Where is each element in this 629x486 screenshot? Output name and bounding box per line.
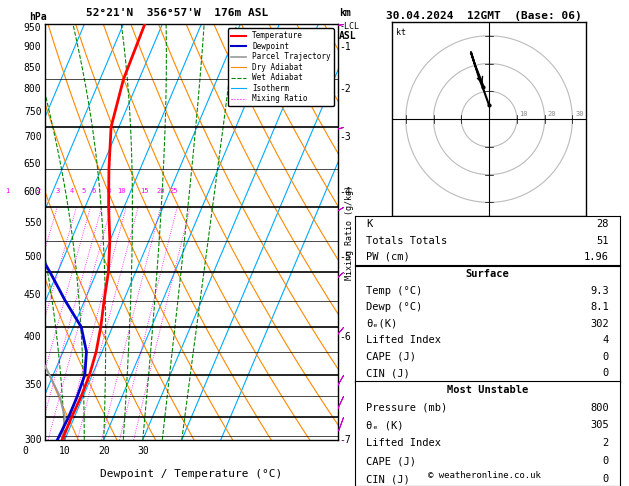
Text: 300: 300 — [24, 435, 42, 445]
Text: 400: 400 — [24, 332, 42, 342]
Text: -3: -3 — [339, 132, 351, 142]
Text: CAPE (J): CAPE (J) — [366, 456, 416, 467]
Text: 10: 10 — [520, 111, 528, 117]
Text: -6: -6 — [339, 332, 351, 342]
Text: 25: 25 — [170, 188, 179, 194]
Text: 350: 350 — [24, 380, 42, 390]
Text: 800: 800 — [590, 402, 609, 413]
Text: Most Unstable: Most Unstable — [447, 384, 528, 395]
Text: -4: -4 — [339, 187, 351, 197]
Text: 550: 550 — [24, 218, 42, 228]
Text: 30: 30 — [137, 446, 148, 456]
Text: 1: 1 — [4, 188, 9, 194]
Text: 850: 850 — [24, 63, 42, 73]
Text: 2: 2 — [36, 188, 40, 194]
Text: 0: 0 — [603, 474, 609, 485]
Text: © weatheronline.co.uk: © weatheronline.co.uk — [428, 471, 541, 480]
Text: 600: 600 — [24, 187, 42, 197]
Text: K: K — [366, 219, 372, 229]
Text: CAPE (J): CAPE (J) — [366, 352, 416, 362]
Text: 650: 650 — [24, 158, 42, 169]
Text: CIN (J): CIN (J) — [366, 474, 409, 485]
Text: 5: 5 — [82, 188, 86, 194]
Text: 3: 3 — [56, 188, 60, 194]
Text: Mixing Ratio (g/kg): Mixing Ratio (g/kg) — [345, 185, 354, 279]
Text: 20: 20 — [547, 111, 556, 117]
Text: hPa: hPa — [29, 12, 47, 22]
Text: 305: 305 — [590, 420, 609, 431]
Text: 700: 700 — [24, 132, 42, 142]
Text: -7: -7 — [339, 435, 351, 445]
Text: 750: 750 — [24, 107, 42, 118]
Text: -LCL: -LCL — [339, 22, 359, 31]
Text: Pressure (mb): Pressure (mb) — [366, 402, 447, 413]
Text: CIN (J): CIN (J) — [366, 368, 409, 378]
Text: PW (cm): PW (cm) — [366, 252, 409, 262]
Text: 10: 10 — [117, 188, 125, 194]
Text: km: km — [339, 8, 351, 18]
Text: 500: 500 — [24, 252, 42, 262]
Text: 30: 30 — [575, 111, 584, 117]
Text: 900: 900 — [24, 42, 42, 52]
Text: 0: 0 — [23, 446, 29, 456]
Text: 9.3: 9.3 — [590, 286, 609, 295]
Text: 0: 0 — [603, 456, 609, 467]
Text: 51: 51 — [596, 236, 609, 245]
Text: 302: 302 — [590, 319, 609, 329]
Text: 8: 8 — [106, 188, 111, 194]
Text: Surface: Surface — [465, 269, 509, 279]
Text: 4: 4 — [70, 188, 74, 194]
Legend: Temperature, Dewpoint, Parcel Trajectory, Dry Adiabat, Wet Adiabat, Isotherm, Mi: Temperature, Dewpoint, Parcel Trajectory… — [228, 28, 334, 106]
Text: 4: 4 — [603, 335, 609, 345]
Text: 52°21'N  356°57'W  176m ASL: 52°21'N 356°57'W 176m ASL — [86, 8, 268, 18]
Text: 6: 6 — [91, 188, 96, 194]
Text: 2: 2 — [603, 438, 609, 449]
Text: 10: 10 — [59, 446, 70, 456]
Text: kt: kt — [396, 28, 406, 37]
Text: 950: 950 — [24, 23, 42, 33]
Text: 0: 0 — [603, 368, 609, 378]
Text: 8.1: 8.1 — [590, 302, 609, 312]
Text: Lifted Index: Lifted Index — [366, 438, 441, 449]
Text: 28: 28 — [596, 219, 609, 229]
Text: Dewpoint / Temperature (°C): Dewpoint / Temperature (°C) — [101, 469, 282, 479]
Text: Totals Totals: Totals Totals — [366, 236, 447, 245]
Text: 800: 800 — [24, 85, 42, 94]
Text: -5: -5 — [339, 252, 351, 262]
Text: 20: 20 — [98, 446, 109, 456]
Text: -1: -1 — [339, 42, 351, 52]
Text: ASL: ASL — [339, 31, 357, 40]
Text: Dewp (°C): Dewp (°C) — [366, 302, 422, 312]
Text: Temp (°C): Temp (°C) — [366, 286, 422, 295]
Text: θₑ(K): θₑ(K) — [366, 319, 397, 329]
Text: 450: 450 — [24, 290, 42, 300]
Text: 15: 15 — [140, 188, 148, 194]
Text: θₑ (K): θₑ (K) — [366, 420, 403, 431]
Text: 0: 0 — [603, 352, 609, 362]
Text: Lifted Index: Lifted Index — [366, 335, 441, 345]
Text: 1.96: 1.96 — [584, 252, 609, 262]
Text: -2: -2 — [339, 85, 351, 94]
Text: 20: 20 — [157, 188, 165, 194]
Text: 30.04.2024  12GMT  (Base: 06): 30.04.2024 12GMT (Base: 06) — [386, 11, 582, 21]
